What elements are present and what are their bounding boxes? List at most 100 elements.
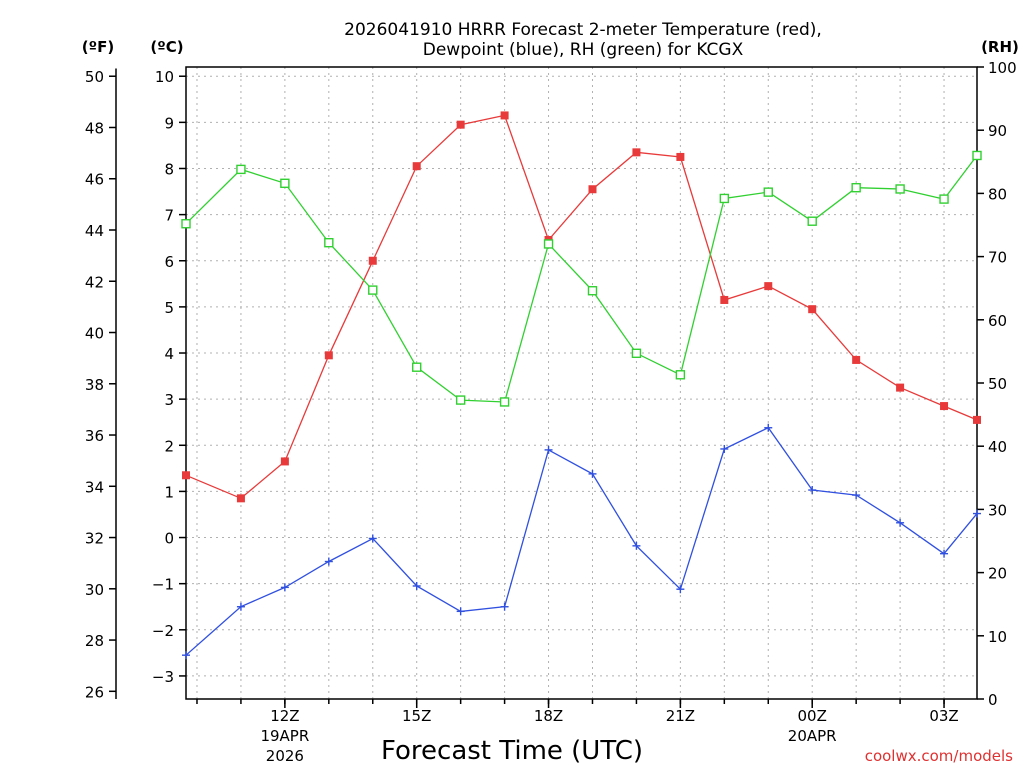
x-tick-label: 18Z — [534, 707, 563, 725]
rh-tick-label: 100 — [988, 59, 1017, 77]
fahrenheit-tick-label: 32 — [85, 530, 104, 548]
temperature-point — [940, 402, 949, 411]
rh-point — [324, 237, 334, 248]
rh-tick-label: 80 — [988, 185, 1007, 203]
celsius-tick-label: 5 — [164, 299, 174, 317]
dewpoint-point — [896, 518, 905, 527]
celsius-tick-label: 10 — [155, 68, 174, 86]
rh-tick-label: 60 — [988, 312, 1007, 330]
temperature-point — [456, 120, 465, 129]
chart-title-line1: 2026041910 HRRR Forecast 2-meter Tempera… — [344, 20, 822, 40]
rh-line — [185, 155, 978, 403]
rh-point — [236, 164, 246, 175]
temperature-point — [852, 355, 861, 364]
fahrenheit-tick-label: 42 — [85, 273, 104, 291]
chart-title-line2: Dewpoint (blue), RH (green) for KCGX — [423, 40, 744, 60]
rh-tick-label: 50 — [988, 375, 1007, 393]
temperature-point — [808, 305, 817, 314]
x-tick-date-label: 19APR — [260, 727, 309, 745]
celsius-tick-label: 6 — [164, 253, 174, 271]
data-series — [181, 111, 982, 660]
dewpoint-point — [588, 469, 597, 478]
celsius-tick-label: 9 — [164, 114, 174, 132]
dewpoint-point — [280, 583, 289, 592]
fahrenheit-tick-label: 36 — [85, 427, 104, 445]
dewpoint-point — [182, 651, 190, 660]
fahrenheit-tick-label: 28 — [85, 632, 104, 650]
dewpoint-point — [324, 557, 333, 566]
rh-point — [939, 194, 949, 204]
temperature-point — [588, 185, 597, 194]
rh-point — [895, 184, 905, 194]
rh-point — [807, 216, 817, 226]
dewpoint-point — [456, 607, 465, 616]
gridlines — [186, 67, 977, 699]
fahrenheit-tick-label: 38 — [85, 376, 104, 394]
rh-point — [972, 150, 982, 161]
dewpoint-point — [676, 585, 685, 594]
dewpoint-point — [412, 581, 421, 590]
dewpoint-line — [185, 426, 978, 656]
celsius-tick-label: 0 — [164, 530, 174, 548]
rh-tick-label: 0 — [988, 691, 998, 709]
rh-point — [719, 193, 730, 204]
fahrenheit-tick-label: 34 — [85, 478, 104, 496]
celsius-tick-label: 3 — [164, 391, 174, 409]
rh-point — [631, 348, 642, 358]
rh-tick-label: 20 — [988, 565, 1007, 583]
rh-point — [587, 286, 598, 296]
celsius-tick-label: 1 — [164, 483, 174, 501]
fahrenheit-unit-label: (ºF) — [82, 38, 114, 56]
fahrenheit-tick-label: 50 — [85, 68, 104, 86]
celsius-unit-label: (ºC) — [150, 38, 183, 56]
temperature-point — [676, 152, 685, 161]
rh-tick-label: 30 — [988, 501, 1007, 519]
dewpoint-point — [500, 602, 509, 611]
x-tick-label: 12Z — [270, 707, 299, 725]
x-tick-label: 03Z — [929, 707, 958, 725]
rh-tick-label: 90 — [988, 122, 1007, 140]
fahrenheit-tick-label: 26 — [85, 683, 104, 701]
celsius-tick-label: 2 — [164, 437, 174, 455]
credit-text: coolwx.com/models — [865, 747, 1013, 765]
celsius-tick-label: −1 — [152, 576, 174, 594]
dewpoint-point — [764, 423, 773, 432]
fahrenheit-tick-label: 44 — [85, 222, 104, 240]
rh-unit-label: (RH) — [981, 38, 1019, 56]
dewpoint-point — [368, 534, 377, 543]
temperature-point — [324, 351, 333, 360]
rh-point — [181, 219, 191, 229]
rh-point — [280, 178, 290, 188]
x-tick-year-label: 2026 — [266, 747, 304, 765]
x-tick-label: 15Z — [402, 707, 431, 725]
temperature-point — [973, 415, 981, 424]
rh-tick-label: 10 — [988, 628, 1007, 646]
celsius-tick-label: −2 — [152, 622, 174, 640]
celsius-tick-label: 4 — [164, 345, 174, 363]
temperature-point — [896, 383, 905, 392]
dewpoint-point — [940, 549, 949, 558]
rh-tick-label: 40 — [988, 438, 1007, 456]
x-tick-label: 00Z — [798, 707, 827, 725]
x-tick-label: 21Z — [666, 707, 695, 725]
dewpoint-point — [973, 509, 981, 518]
plot-frame — [185, 66, 978, 700]
fahrenheit-tick-label: 30 — [85, 581, 104, 599]
rh-point — [455, 395, 466, 405]
rh-point — [763, 187, 773, 197]
rh-point — [675, 370, 686, 380]
rh-point — [412, 362, 422, 372]
celsius-tick-label: −3 — [152, 668, 174, 686]
fahrenheit-tick-label: 48 — [85, 119, 104, 137]
dewpoint-point — [808, 486, 817, 495]
dewpoint-point — [852, 491, 861, 500]
x-tick-date-label: 20APR — [788, 727, 837, 745]
temperature-point — [182, 471, 190, 480]
temperature-point — [632, 148, 641, 157]
temperature-point — [412, 162, 421, 171]
rh-point — [368, 285, 378, 295]
celsius-tick-label: 7 — [164, 207, 174, 225]
dewpoint-point — [236, 602, 245, 611]
dewpoint-point — [632, 541, 641, 550]
x-axis-title: Forecast Time (UTC) — [381, 736, 643, 766]
